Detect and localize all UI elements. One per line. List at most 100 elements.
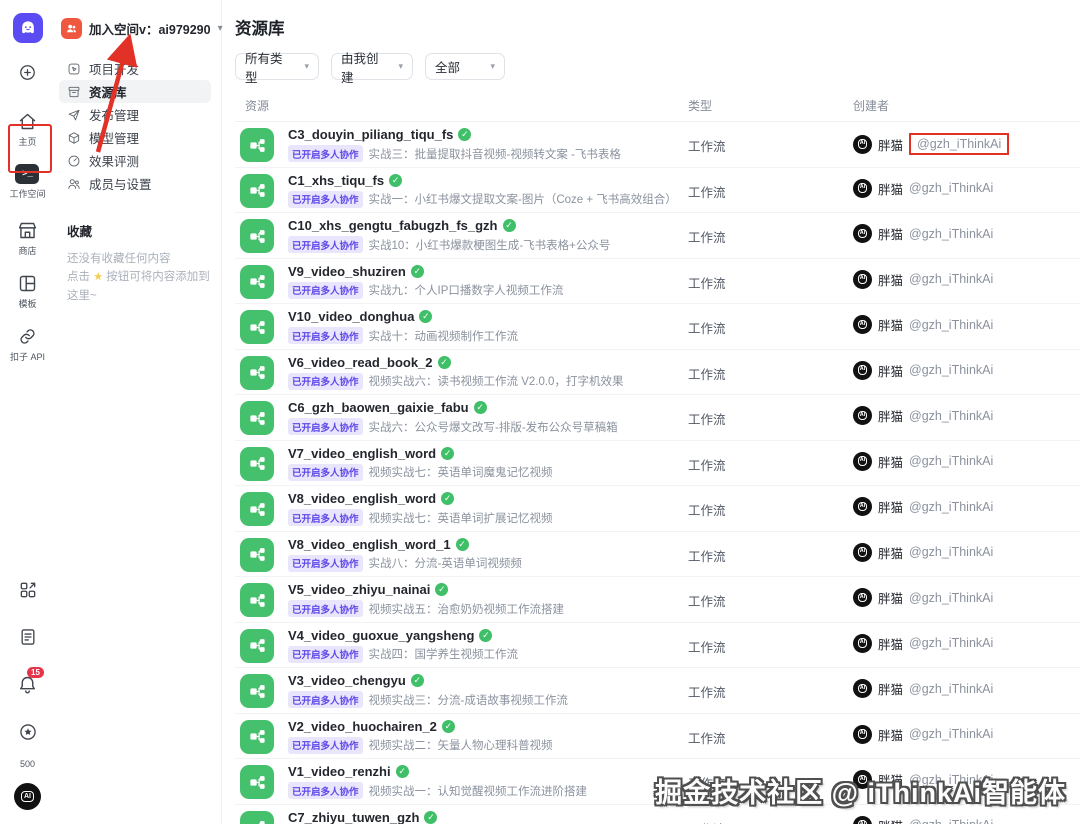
creator-cell: AI 胖猫 @gzh_iThinkAi (853, 815, 993, 824)
docs-button[interactable] (18, 627, 38, 652)
sidebar-item-label: 项目开发 (89, 63, 140, 77)
avatar-ai-mark: AI (857, 183, 868, 193)
workflow-icon (240, 810, 274, 824)
create-button[interactable] (18, 63, 37, 87)
table-row[interactable]: V9_video_shuziren ✓ 已开启多人协作 实战九：个人IP口播数字… (235, 259, 1080, 304)
resource-desc: 视频实战三：分流-成语故事视频工作流 (368, 694, 568, 707)
creator-cell: AI 胖猫 @gzh_iThinkAi (853, 406, 993, 425)
verified-icon: ✓ (458, 128, 472, 141)
column-header-resource: 资源 (245, 99, 270, 113)
table-row[interactable]: V8_video_english_word ✓ 已开启多人协作 视频实战七：英语… (235, 486, 1080, 532)
rail-item-api[interactable]: 扣子 API (10, 326, 45, 363)
resource-type: 工作流 (688, 458, 726, 473)
table-row[interactable]: V10_video_donghua ✓ 已开启多人协作 实战十：动画视频制作工作… (235, 304, 1080, 350)
sidebar-item-members[interactable]: 成员与设置 (59, 172, 211, 195)
collab-badge: 已开启多人协作 (288, 281, 363, 299)
table-row[interactable]: C10_xhs_gengtu_fabugzh_fs_gzh ✓ 已开启多人协作 … (235, 213, 1080, 259)
creator-name: 胖猫 (878, 228, 904, 242)
rail-item-template[interactable]: 模板 (17, 273, 38, 310)
resource-name: V1_video_renzhi (288, 764, 391, 779)
column-header-creator: 创建者 (853, 99, 890, 113)
creator-avatar: AI (853, 269, 872, 289)
resource-info: V1_video_renzhi ✓ 已开启多人协作 视频实战一：认知觉醒视频工作… (288, 764, 587, 799)
creator-avatar: AI (853, 360, 872, 380)
rail-item-label: 主页 (18, 137, 37, 147)
creator-name: 胖猫 (878, 546, 904, 561)
table-row[interactable]: V4_video_guoxue_yangsheng ✓ 已开启多人协作 实战四：… (235, 623, 1080, 668)
resource-info: V10_video_donghua ✓ 已开启多人协作 实战十：动画视频制作工作… (288, 309, 518, 344)
table-row[interactable]: V7_video_english_word ✓ 已开启多人协作 视频实战七：英语… (235, 441, 1080, 486)
api-link-icon (20, 329, 35, 344)
notifications-button[interactable]: 15 (17, 667, 44, 700)
resource-name: V2_video_huochairen_2 (288, 718, 437, 734)
points-button[interactable] (18, 722, 38, 747)
verified-icon: ✓ (389, 173, 403, 187)
workflow-icon (240, 219, 274, 253)
verified-icon: ✓ (441, 446, 455, 460)
rail-item-store[interactable]: 商店 (17, 220, 38, 257)
rail-item-home[interactable]: 主页 (17, 111, 38, 148)
sidebar-item-publish[interactable]: 发布管理 (59, 103, 211, 126)
table-row[interactable]: V6_video_read_book_2 ✓ 已开启多人协作 视频实战六：读书视… (235, 350, 1080, 395)
creator-handle: @gzh_iThinkAi (909, 181, 994, 195)
verified-icon: ✓ (419, 310, 433, 323)
resource-name: V9_video_shuziren (288, 263, 406, 279)
workflow-icon (240, 310, 274, 344)
table-row[interactable]: V3_video_chengyu ✓ 已开启多人协作 视频实战三：分流-成语故事… (235, 668, 1080, 714)
avatar-ai-mark: AI (857, 820, 868, 824)
status-filter-dropdown[interactable]: 全部 ▾ (425, 53, 505, 80)
resource-name: C1_xhs_tiqu_fs (288, 172, 385, 188)
table-row[interactable]: V8_video_english_word_1 ✓ 已开启多人协作 实战八：分流… (235, 532, 1080, 577)
apps-button[interactable] (18, 580, 38, 605)
resource-desc: 实战四：国学养生视频工作流 (368, 649, 519, 661)
collab-badge: 已开启多人协作 (288, 645, 363, 663)
store-icon (18, 222, 37, 239)
collab-badge: 已开启多人协作 (288, 736, 363, 754)
resource-desc: 视频实战七：英语单词扩展记忆视频 (368, 512, 553, 525)
sidebar-item-label: 成员与设置 (89, 178, 152, 192)
sidebar-item-project-dev[interactable]: 项目开发 (59, 57, 211, 80)
coze-logo-icon[interactable] (12, 13, 43, 43)
sidebar-item-evaluate[interactable]: 效果评测 (59, 149, 211, 172)
resource-type: 工作流 (688, 185, 726, 200)
table-row[interactable]: C7_zhiyu_tuwen_gzh ✓ 已开启多人协作 实战七：制作治愈系视频… (235, 805, 1080, 824)
points-balance: 500 (19, 759, 36, 769)
sidebar-item-model[interactable]: 模型管理 (59, 126, 211, 149)
table-row[interactable]: C1_xhs_tiqu_fs ✓ 已开启多人协作 实战一：小红书爆文提取文案-图… (235, 168, 1080, 213)
resource-desc: 视频实战七：英语单词魔鬼记忆视频 (368, 467, 553, 479)
avatar-ai-mark: AI (857, 410, 868, 421)
creator-cell: AI 胖猫 @gzh_iThinkAi (853, 224, 993, 243)
user-avatar[interactable]: AI (14, 783, 41, 810)
rail-item-workspace[interactable]: >_ 工作空间 (9, 164, 46, 200)
workspace-selector[interactable]: 加入空间v：ai979290 ▾ (59, 16, 223, 41)
creator-avatar: AI (853, 633, 872, 653)
resource-type: 工作流 (688, 140, 726, 154)
sidebar-item-label: 资源库 (89, 86, 127, 100)
collab-badge: 已开启多人协作 (288, 782, 363, 799)
table-row[interactable]: C3_douyin_piliang_tiqu_fs ✓ 已开启多人协作 实战三：… (235, 122, 1080, 168)
left-rail: 主页 >_ 工作空间 商店 模板 扣子 API (0, 0, 55, 824)
creator-cell: AI 胖猫 @gzh_iThinkAi (853, 497, 993, 516)
creator-handle: @gzh_iThinkAi (909, 818, 993, 824)
table-row[interactable]: V5_video_zhiyu_nainai ✓ 已开启多人协作 视频实战五：治愈… (235, 577, 1080, 623)
resource-type: 工作流 (688, 367, 726, 382)
resource-type: 工作流 (688, 595, 726, 609)
creator-name: 胖猫 (878, 138, 904, 153)
type-filter-dropdown[interactable]: 所有类型 ▾ (235, 52, 319, 85)
workflow-icon (240, 264, 274, 299)
avatar-ai-mark: AI (857, 319, 868, 330)
creator-avatar: AI (853, 134, 872, 154)
collab-badge: 已开启多人协作 (288, 418, 363, 435)
resource-desc: 实战一：小红书爆文提取文案-图片（Coze + 飞书高效组合） (368, 194, 677, 206)
table-row[interactable]: V2_video_huochairen_2 ✓ 已开启多人协作 视频实战二：矢量… (235, 714, 1080, 759)
creator-cell: AI 胖猫 @gzh_iThinkAi (853, 724, 993, 744)
creator-filter-dropdown[interactable]: 由我创建 ▾ (331, 52, 413, 85)
collab-badge: 已开启多人协作 (288, 691, 363, 708)
avatar-ai-mark: AI (857, 683, 868, 694)
sidebar-item-library[interactable]: 资源库 (59, 80, 211, 103)
table-row[interactable]: V1_video_renzhi ✓ 已开启多人协作 视频实战一：认知觉醒视频工作… (235, 759, 1080, 805)
resource-desc: 视频实战五：治愈奶奶视频工作流搭建 (368, 603, 565, 616)
verified-icon: ✓ (435, 583, 449, 596)
table-row[interactable]: C6_gzh_baowen_gaixie_fabu ✓ 已开启多人协作 实战六：… (235, 395, 1080, 441)
